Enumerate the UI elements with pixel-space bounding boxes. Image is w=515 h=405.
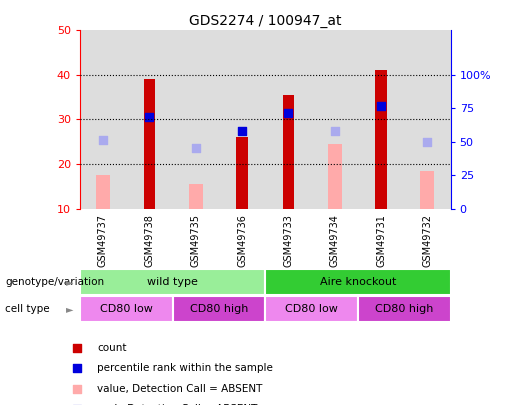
Point — [423, 139, 432, 145]
Bar — [375, 70, 387, 209]
Point — [73, 365, 81, 372]
Bar — [219, 30, 265, 209]
Bar — [80, 269, 265, 295]
Bar — [188, 184, 203, 209]
Text: CD80 high: CD80 high — [190, 304, 248, 314]
Bar — [265, 269, 451, 295]
Text: ►: ► — [66, 277, 73, 287]
Bar — [328, 144, 342, 209]
Point — [73, 386, 81, 392]
Bar — [420, 171, 434, 209]
Point — [192, 145, 200, 152]
Bar — [80, 30, 126, 209]
Bar — [236, 137, 248, 209]
Bar — [404, 30, 451, 209]
Point — [145, 114, 153, 121]
Bar — [358, 30, 404, 209]
Bar — [144, 79, 155, 209]
Text: GSM49735: GSM49735 — [191, 215, 201, 267]
Bar — [80, 296, 173, 322]
Point — [331, 127, 339, 134]
Bar — [265, 30, 312, 209]
Text: genotype/variation: genotype/variation — [5, 277, 104, 287]
Bar — [265, 296, 358, 322]
Bar — [173, 296, 265, 322]
Bar — [126, 30, 173, 209]
Text: cell type: cell type — [5, 304, 50, 314]
Text: GSM49733: GSM49733 — [283, 215, 294, 267]
Text: GSM49734: GSM49734 — [330, 215, 340, 267]
Text: percentile rank within the sample: percentile rank within the sample — [97, 363, 273, 373]
Text: GSM49737: GSM49737 — [98, 215, 108, 267]
Text: CD80 low: CD80 low — [100, 304, 152, 314]
Text: wild type: wild type — [147, 277, 198, 287]
Point — [73, 345, 81, 351]
Bar — [173, 30, 219, 209]
Text: GSM49732: GSM49732 — [422, 215, 433, 267]
Point — [377, 103, 385, 109]
Text: ►: ► — [66, 304, 73, 314]
Bar — [96, 175, 110, 209]
Text: value, Detection Call = ABSENT: value, Detection Call = ABSENT — [97, 384, 262, 394]
Text: GSM49738: GSM49738 — [144, 215, 154, 267]
Text: CD80 high: CD80 high — [375, 304, 434, 314]
Text: GSM49736: GSM49736 — [237, 215, 247, 267]
Bar — [312, 30, 358, 209]
Point — [284, 110, 293, 116]
Bar — [358, 296, 451, 322]
Point — [99, 136, 107, 143]
Bar — [283, 95, 294, 209]
Point — [238, 127, 246, 134]
Text: Aire knockout: Aire knockout — [320, 277, 396, 287]
Text: rank, Detection Call = ABSENT: rank, Detection Call = ABSENT — [97, 404, 258, 405]
Text: count: count — [97, 343, 126, 353]
Text: CD80 low: CD80 low — [285, 304, 338, 314]
Title: GDS2274 / 100947_at: GDS2274 / 100947_at — [189, 14, 341, 28]
Text: GSM49731: GSM49731 — [376, 215, 386, 267]
